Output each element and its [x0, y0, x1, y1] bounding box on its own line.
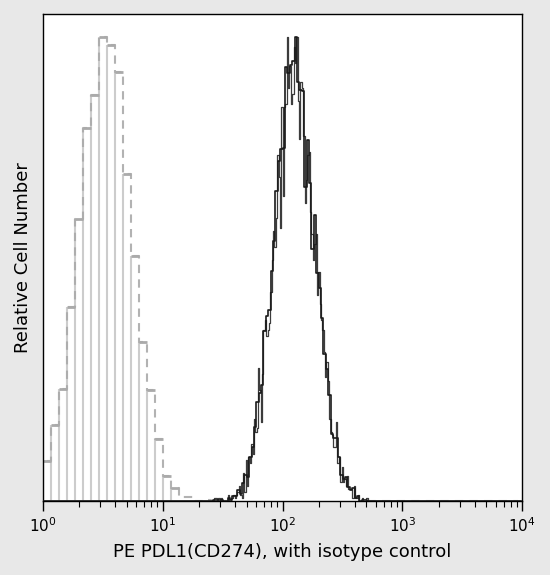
- Y-axis label: Relative Cell Number: Relative Cell Number: [14, 162, 32, 353]
- X-axis label: PE PDL1(CD274), with isotype control: PE PDL1(CD274), with isotype control: [113, 543, 452, 561]
